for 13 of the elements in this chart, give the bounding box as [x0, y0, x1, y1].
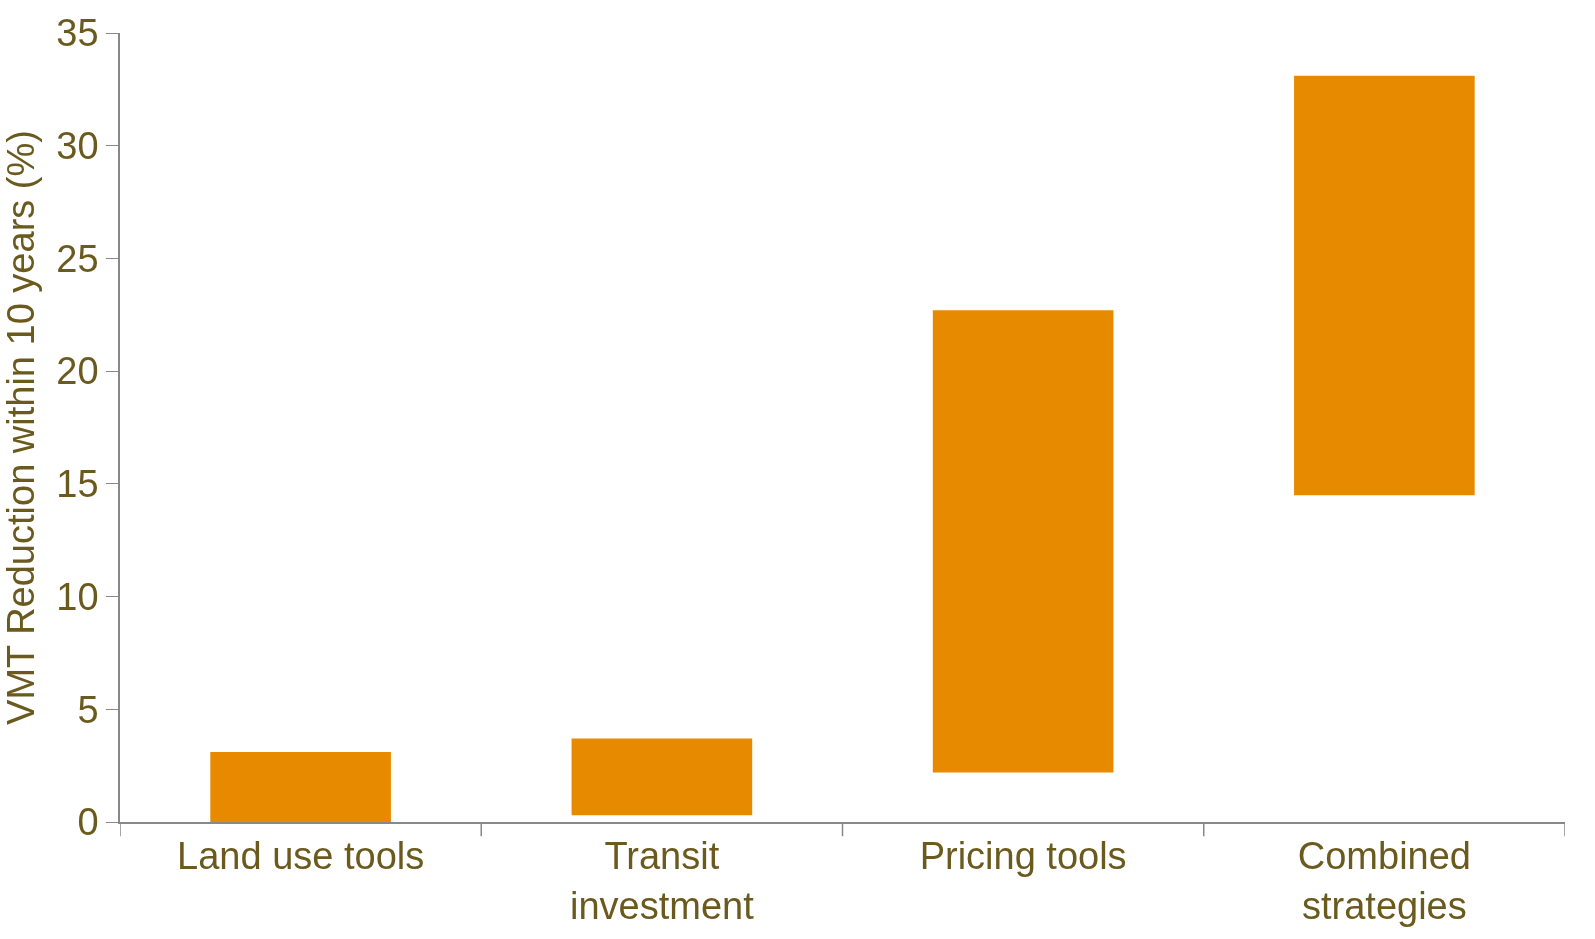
y-axis-title: VMT Reduction within 10 years (%) [0, 130, 42, 725]
y-tick-label: 25 [56, 237, 99, 280]
y-tick-label: 20 [56, 350, 99, 393]
x-tick-label: Combined strategies [1297, 835, 1471, 927]
y-tick-label: 30 [56, 125, 99, 168]
y-tick-label: 35 [56, 12, 99, 55]
y-tick-label: 5 [77, 688, 99, 731]
x-tick-label: Transit investment [570, 835, 755, 927]
y-tick-label: 10 [56, 575, 99, 618]
y-tick-label: 15 [56, 463, 99, 506]
x-tick-label: Land use tools [177, 835, 425, 878]
y-tick-label: 0 [77, 801, 99, 844]
x-tick-label: Pricing tools [919, 835, 1127, 878]
